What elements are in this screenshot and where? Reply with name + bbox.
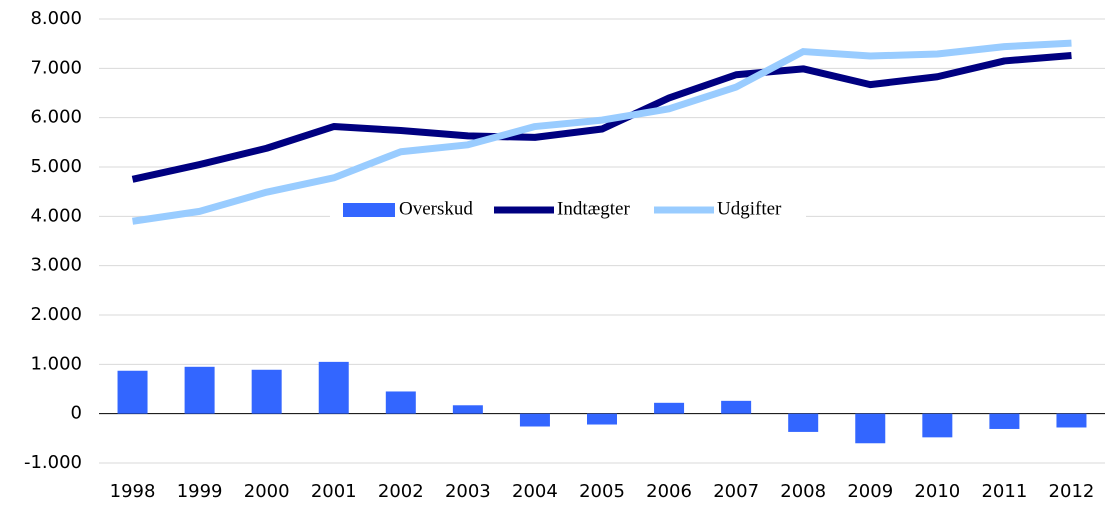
line-series — [132, 39, 1072, 225]
legend-swatch — [343, 203, 395, 217]
bar — [251, 369, 282, 414]
y-tick-label: -1.000 — [24, 452, 82, 473]
bar — [654, 402, 685, 414]
y-tick-label: 6.000 — [30, 107, 82, 128]
x-tick-label: 2002 — [378, 481, 424, 502]
y-tick-label: 0 — [71, 403, 82, 424]
x-tick-label: 2001 — [311, 481, 357, 502]
bar — [452, 405, 483, 414]
legend: Overskud Indtægter Udgifter — [330, 196, 806, 228]
bar — [1056, 413, 1087, 428]
x-tick-label: 2004 — [512, 481, 558, 502]
x-tick-label: 2010 — [914, 481, 960, 502]
bar — [721, 400, 752, 414]
bar — [989, 413, 1020, 429]
bar — [318, 361, 349, 414]
bar — [385, 391, 416, 414]
bar — [587, 413, 617, 425]
y-tick-label: 3.000 — [30, 255, 82, 276]
line-series — [131, 52, 1072, 183]
x-tick-label: 2007 — [713, 481, 759, 502]
x-tick-label: 1998 — [110, 481, 156, 502]
x-tick-label: 2009 — [847, 481, 893, 502]
y-tick-label: 5.000 — [30, 156, 82, 177]
legend-label: Overskud — [399, 198, 473, 219]
x-tick-label: 2012 — [1049, 481, 1095, 502]
y-tick-label: 2.000 — [30, 304, 82, 325]
bar — [184, 366, 215, 414]
x-tick-label: 2008 — [780, 481, 826, 502]
legend-label: Udgifter — [717, 198, 782, 219]
bar — [855, 413, 886, 444]
x-tick-label: 2006 — [646, 481, 692, 502]
y-tick-label: 8.000 — [30, 8, 82, 29]
x-tick-label: 2011 — [981, 481, 1027, 502]
bar — [519, 413, 550, 427]
bar — [922, 413, 953, 438]
y-tick-label: 1.000 — [30, 353, 82, 374]
x-tick-label: 1999 — [177, 481, 223, 502]
y-tick-label: 7.000 — [30, 57, 82, 78]
y-tick-label: 4.000 — [30, 205, 82, 226]
bar — [788, 413, 819, 432]
bar — [117, 370, 148, 414]
x-tick-label: 2003 — [445, 481, 491, 502]
x-tick-label: 2005 — [579, 481, 625, 502]
legend-box — [330, 196, 806, 228]
x-tick-label: 2000 — [244, 481, 290, 502]
legend-label: Indtægter — [557, 198, 630, 219]
